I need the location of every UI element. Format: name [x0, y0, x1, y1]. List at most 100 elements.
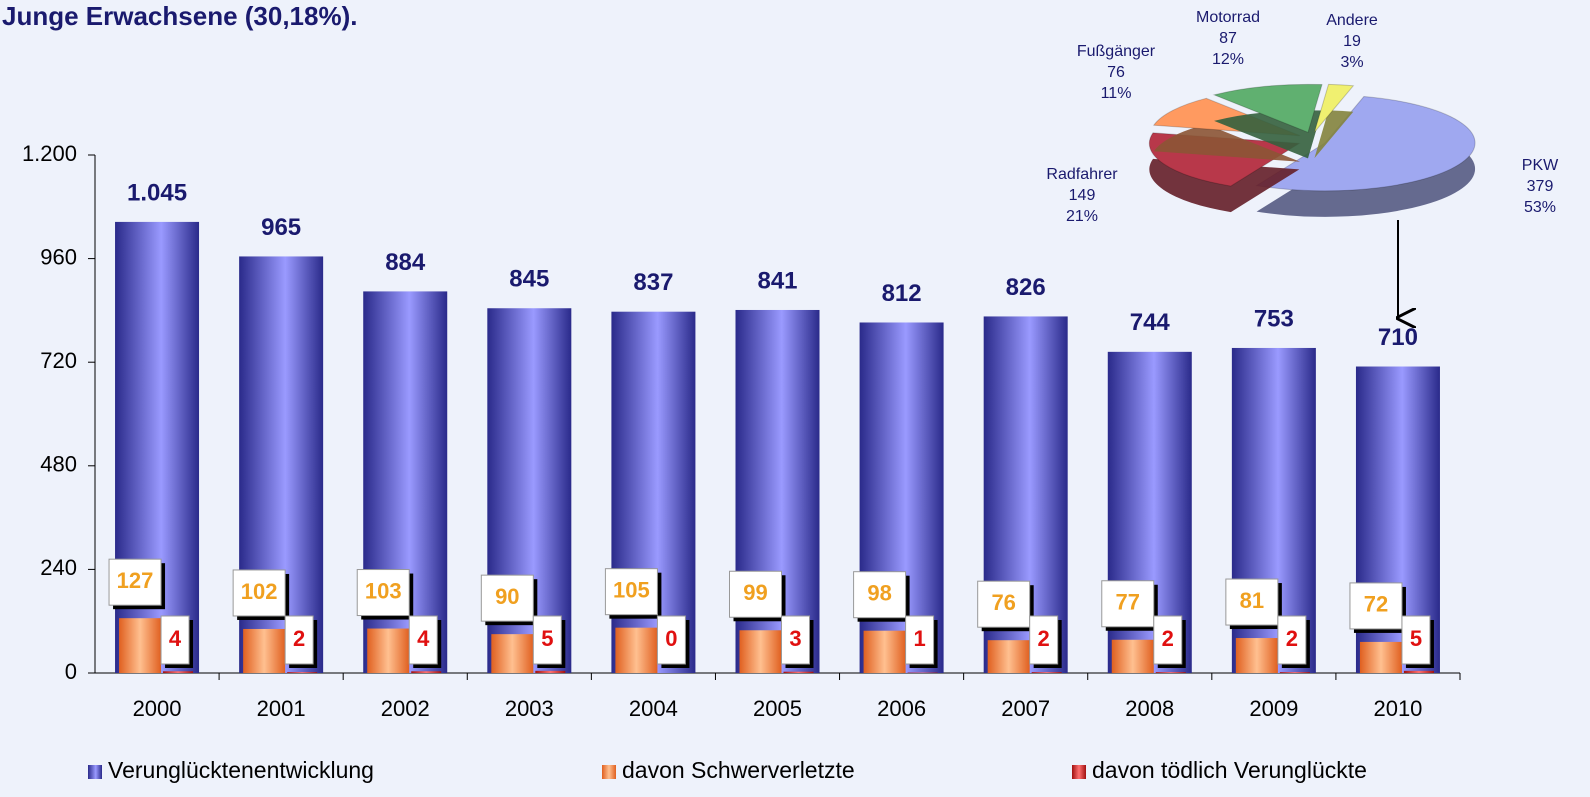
data-label: 99 [743, 580, 767, 605]
y-tick-label: 1.200 [22, 141, 77, 166]
data-label: 81 [1240, 588, 1264, 613]
slice-label: PKW [1522, 157, 1559, 174]
data-label: 0 [665, 626, 677, 651]
y-tick-label: 720 [40, 348, 77, 373]
x-tick-label: 2004 [629, 696, 678, 721]
label-box [356, 569, 410, 617]
data-label: 72 [1364, 592, 1388, 617]
legend-label: davon Schwerverletzte [622, 757, 855, 783]
bar [1155, 672, 1186, 673]
data-label: 76 [991, 590, 1015, 615]
data-label: 2 [293, 626, 305, 651]
slice [1314, 83, 1355, 133]
data-label: 90 [495, 584, 519, 609]
data-label: 2 [1038, 626, 1050, 651]
label-box [1029, 615, 1059, 665]
bar [783, 671, 814, 673]
label-box [905, 615, 935, 665]
slice-label: Fußgänger [1077, 43, 1156, 60]
y-tick-label: 240 [40, 555, 77, 580]
label-box [284, 615, 314, 665]
bar [491, 634, 534, 673]
data-label: 826 [1006, 274, 1046, 301]
chart-title: Junge Erwachsene (30,18%). [2, 1, 357, 31]
legend-swatch [88, 765, 102, 779]
slice-percent: 12% [1212, 51, 1244, 68]
label-box [1349, 582, 1403, 630]
slice [1255, 95, 1476, 192]
bar [1031, 672, 1062, 673]
legend-swatch [602, 765, 616, 779]
bar [119, 618, 162, 673]
slice-value: 149 [1069, 187, 1096, 204]
label-box [1153, 615, 1183, 665]
label-box [1277, 615, 1307, 665]
label-box [729, 570, 782, 618]
data-label: 98 [867, 581, 891, 606]
data-label: 4 [417, 626, 430, 651]
label-box [1401, 615, 1431, 665]
data-label: 105 [613, 577, 650, 602]
bar [1359, 641, 1402, 673]
bar [1403, 670, 1434, 673]
slice-value: 19 [1343, 33, 1361, 50]
data-label: 2 [1162, 626, 1174, 651]
data-label: 965 [261, 214, 301, 241]
bar [367, 628, 410, 673]
slice-percent: 11% [1101, 85, 1132, 102]
x-tick-label: 2000 [133, 696, 182, 721]
x-tick-label: 2007 [1001, 696, 1050, 721]
slice-label: Radfahrer [1046, 166, 1118, 183]
data-label: 4 [169, 626, 182, 651]
slice-value: 76 [1107, 64, 1125, 81]
slice-percent: 3% [1340, 54, 1363, 71]
data-label: 1 [913, 626, 925, 651]
data-label: 127 [117, 568, 154, 593]
bar [163, 671, 194, 673]
data-label: 77 [1116, 590, 1140, 615]
data-label: 3 [789, 626, 801, 651]
bar [1235, 638, 1278, 673]
x-tick-label: 2010 [1373, 696, 1422, 721]
slice-percent: 53% [1524, 199, 1556, 216]
x-tick-label: 2005 [753, 696, 802, 721]
data-label: 753 [1254, 305, 1294, 332]
bar [1111, 639, 1154, 673]
label-box [108, 558, 162, 606]
slice-side [1153, 124, 1301, 162]
slice [1212, 83, 1323, 134]
slice-label: Motorrad [1196, 9, 1260, 26]
data-label: 5 [541, 626, 553, 651]
bar [243, 628, 286, 673]
data-label: 845 [509, 266, 549, 293]
slice-value: 379 [1527, 178, 1554, 195]
slice-label: Andere [1326, 12, 1378, 29]
slice-percent: 21% [1066, 208, 1098, 225]
data-label: 1.045 [127, 179, 187, 206]
label-box [656, 615, 686, 665]
x-tick-label: 2002 [381, 696, 430, 721]
label-box [977, 580, 1031, 628]
data-label: 744 [1130, 309, 1171, 336]
bar [987, 640, 1030, 673]
data-label: 837 [633, 269, 673, 296]
slice-value: 87 [1219, 30, 1237, 47]
data-label: 884 [385, 249, 426, 276]
label-box [781, 615, 810, 665]
x-tick-label: 2009 [1249, 696, 1298, 721]
bar [863, 630, 906, 673]
bar [287, 672, 318, 673]
x-tick-label: 2003 [505, 696, 554, 721]
y-tick-label: 480 [40, 452, 77, 477]
data-label: 102 [241, 579, 278, 604]
data-label: 812 [882, 280, 922, 307]
x-tick-label: 2008 [1125, 696, 1174, 721]
bar [1279, 672, 1310, 673]
legend-label: davon tödlich Verunglückte [1092, 757, 1367, 783]
data-label: 710 [1378, 324, 1418, 351]
legend-swatch [1072, 765, 1086, 779]
legend-label: Verunglücktenentwicklung [108, 757, 374, 783]
slice-side [1314, 110, 1354, 159]
label-box [160, 615, 190, 665]
